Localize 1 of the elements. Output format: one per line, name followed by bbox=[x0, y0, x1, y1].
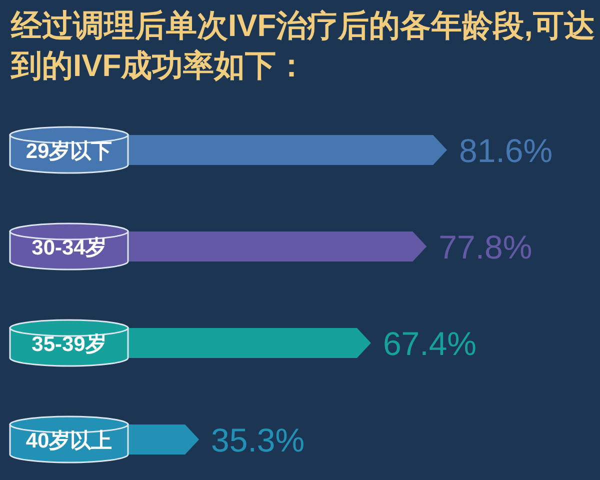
title: 经过调理后单次IVF治疗后的各年龄段,可达到的IVF成功率如下： bbox=[11, 7, 596, 85]
